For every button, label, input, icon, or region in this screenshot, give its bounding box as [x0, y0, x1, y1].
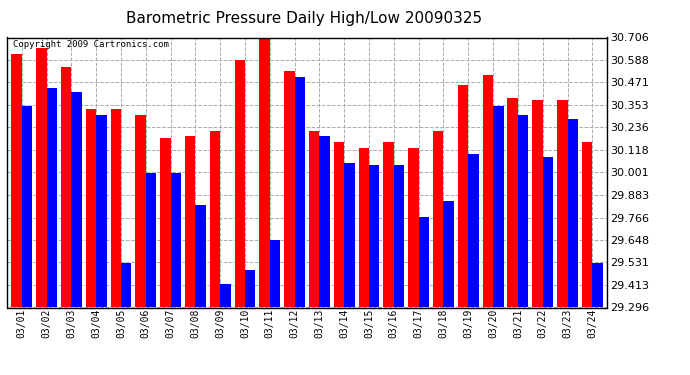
- Bar: [185, 136, 195, 308]
- Bar: [284, 71, 295, 308]
- Bar: [507, 98, 518, 308]
- Bar: [433, 130, 444, 308]
- Text: Barometric Pressure Daily High/Low 20090325: Barometric Pressure Daily High/Low 20090…: [126, 11, 482, 26]
- Bar: [557, 100, 567, 308]
- Bar: [592, 263, 603, 308]
- Bar: [309, 130, 319, 308]
- Text: Copyright 2009 Cartronics.com: Copyright 2009 Cartronics.com: [13, 40, 169, 49]
- Bar: [96, 115, 107, 308]
- Bar: [36, 48, 47, 308]
- Bar: [493, 106, 504, 308]
- Bar: [61, 68, 71, 308]
- Bar: [270, 240, 280, 308]
- Bar: [210, 130, 220, 308]
- Bar: [419, 217, 429, 308]
- Bar: [170, 173, 181, 308]
- Bar: [235, 60, 245, 308]
- Bar: [110, 110, 121, 308]
- Bar: [369, 165, 380, 308]
- Bar: [384, 142, 394, 308]
- Bar: [259, 37, 270, 308]
- Bar: [295, 77, 305, 308]
- Bar: [532, 100, 543, 308]
- Bar: [11, 54, 22, 307]
- Bar: [458, 85, 469, 308]
- Bar: [359, 148, 369, 308]
- Bar: [408, 148, 419, 308]
- Bar: [444, 201, 454, 308]
- Bar: [22, 106, 32, 308]
- Bar: [245, 270, 255, 308]
- Bar: [220, 284, 230, 308]
- Bar: [195, 205, 206, 308]
- Bar: [483, 75, 493, 307]
- Bar: [71, 92, 82, 308]
- Bar: [394, 165, 404, 308]
- Bar: [135, 115, 146, 308]
- Bar: [160, 138, 170, 308]
- Bar: [469, 153, 479, 308]
- Bar: [334, 142, 344, 308]
- Bar: [344, 163, 355, 308]
- Bar: [543, 158, 553, 308]
- Bar: [319, 136, 330, 308]
- Bar: [146, 173, 156, 308]
- Bar: [518, 115, 529, 308]
- Bar: [86, 110, 96, 308]
- Bar: [47, 88, 57, 308]
- Bar: [121, 263, 131, 308]
- Bar: [582, 142, 592, 308]
- Bar: [567, 119, 578, 308]
